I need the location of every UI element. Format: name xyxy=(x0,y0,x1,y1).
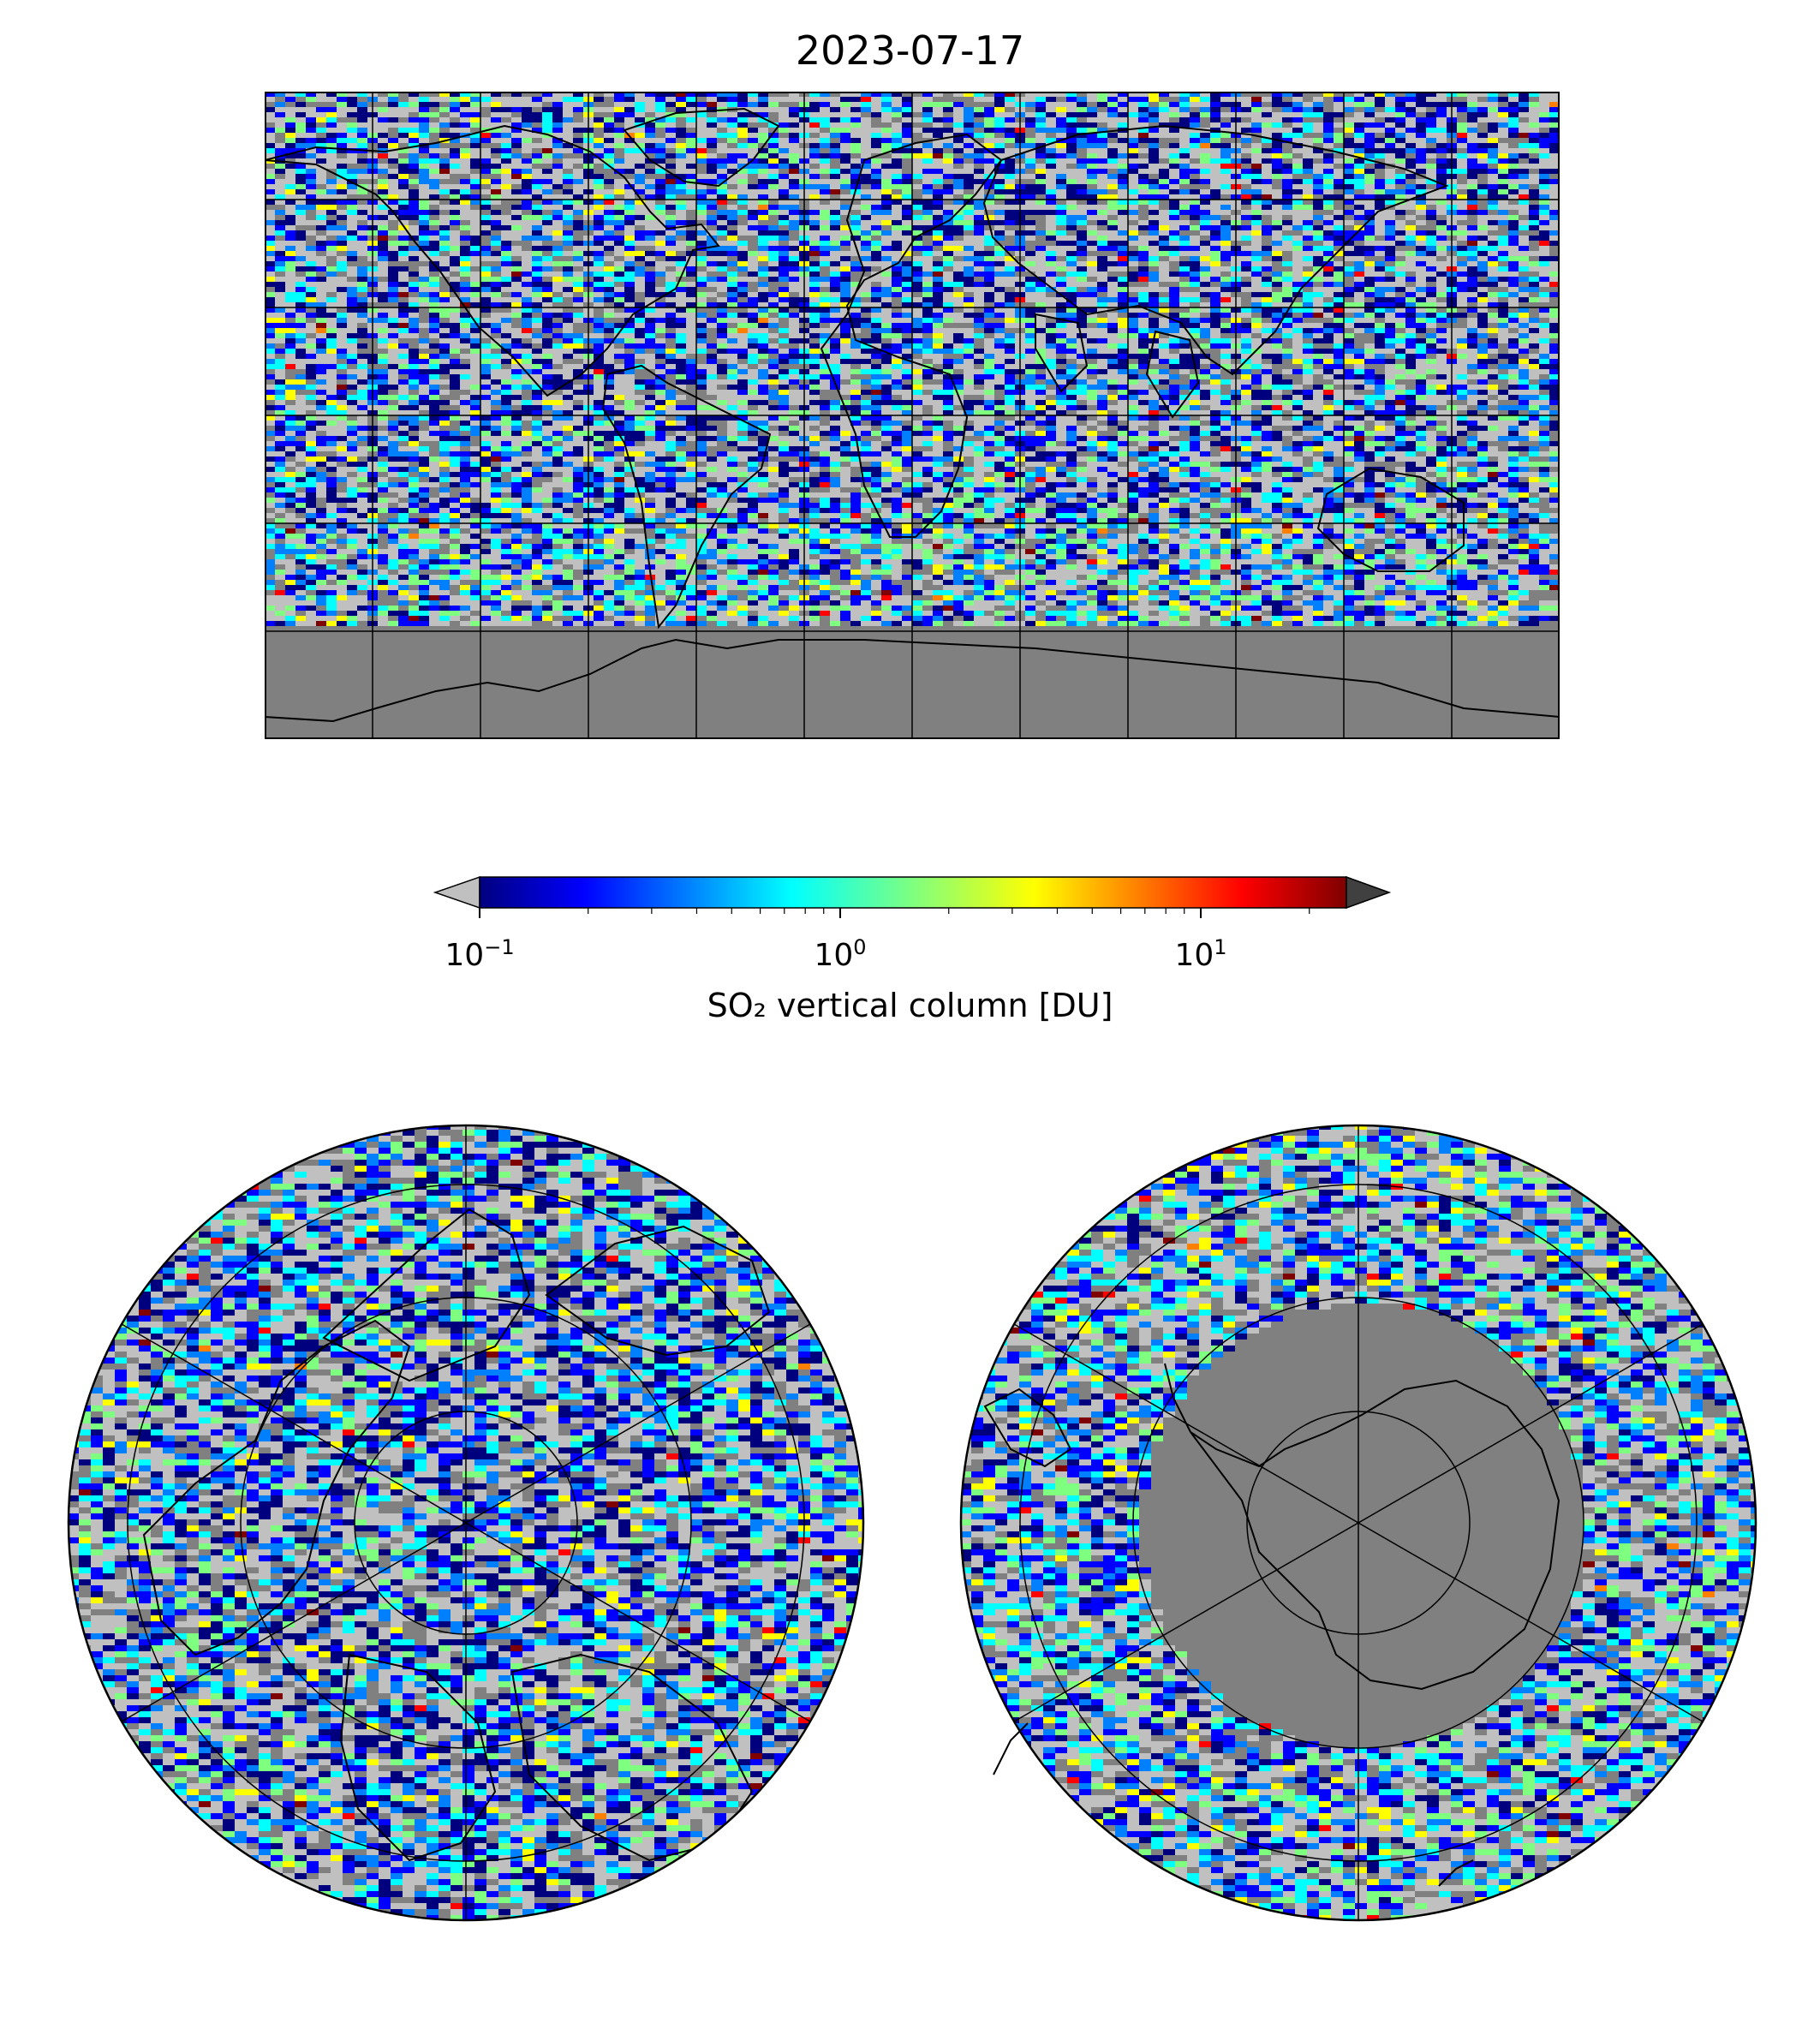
plot-title: 2023-07-17 xyxy=(0,27,1820,74)
colorbar-tick-label: 101 xyxy=(1174,935,1226,973)
colorbar-over-arrow xyxy=(1346,875,1392,910)
colorbar-tick-label: 100 xyxy=(814,935,866,973)
south-polar-canvas xyxy=(959,1124,1757,1922)
north-polar-canvas xyxy=(67,1124,865,1922)
colorbar xyxy=(433,875,1392,918)
north-map-frame xyxy=(67,1124,865,1922)
south-map-frame xyxy=(959,1124,1757,1922)
colorbar-gradient xyxy=(479,876,1347,909)
colorbar-major-ticks xyxy=(479,908,1202,918)
colorbar-under-arrow xyxy=(433,875,480,910)
global-coastlines xyxy=(265,107,1560,723)
north-gridlines xyxy=(121,1125,811,1920)
south-polar-map xyxy=(959,1124,1757,1922)
global-map-canvas xyxy=(265,92,1560,739)
north-coastlines xyxy=(142,1208,771,1862)
global-gridlines xyxy=(265,92,1560,739)
colorbar-minor-ticks xyxy=(588,908,1310,914)
north-polar-map xyxy=(67,1124,865,1922)
colorbar-label: SO₂ vertical column [DU] xyxy=(0,987,1820,1024)
global-map xyxy=(265,92,1560,739)
global-map-frame xyxy=(265,92,1560,739)
global-so2-pixels xyxy=(265,92,1560,626)
south-gridlines xyxy=(1013,1125,1704,1920)
south-coastlines xyxy=(983,1363,1560,1887)
colorbar-tick-label: 10−1 xyxy=(445,935,514,973)
